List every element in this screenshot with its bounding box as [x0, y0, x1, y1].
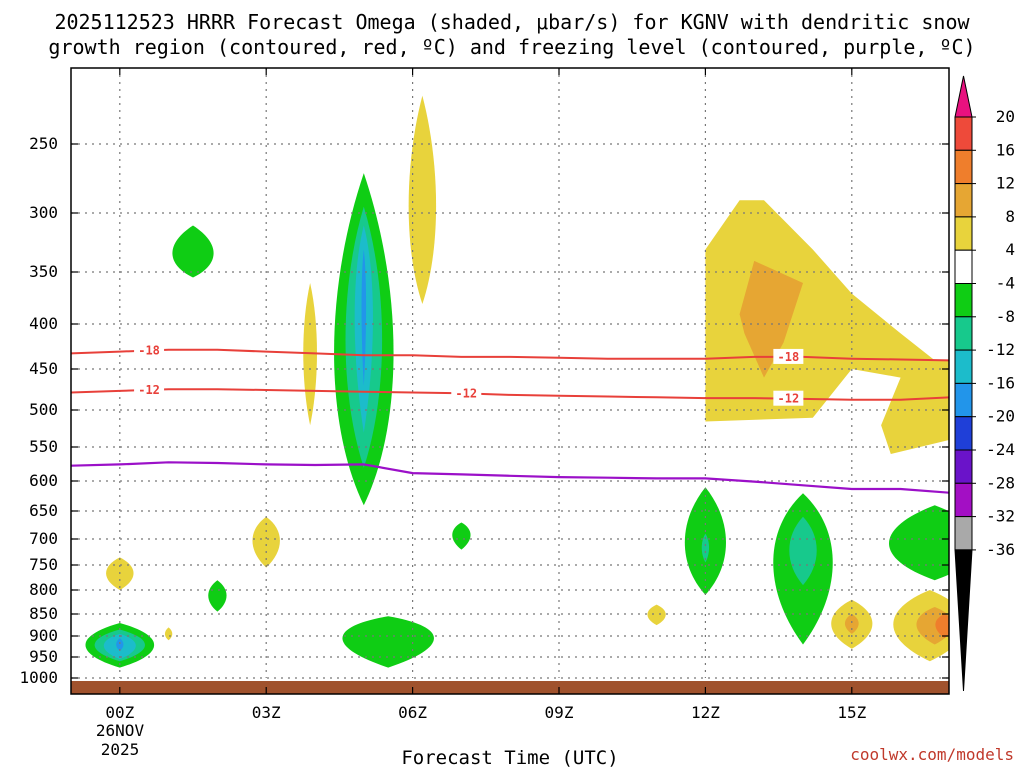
ground-strip: [71, 681, 949, 694]
colorbar-label: 16: [996, 140, 1015, 159]
contour-label: -18: [138, 344, 160, 358]
x-tick-label: 09Z: [545, 703, 574, 722]
colorbar-swatch: [954, 316, 973, 351]
colorbar-label: -20: [986, 407, 1015, 426]
omega-polygon: [705, 200, 949, 454]
colorbar-label: -8: [996, 307, 1015, 326]
y-tick-label: 400: [29, 314, 58, 333]
colorbar-label: -4: [996, 274, 1015, 293]
colorbar-swatch: [954, 183, 973, 218]
y-tick-label: 600: [29, 471, 58, 490]
colorbar-swatch: [954, 75, 973, 118]
omega-region: [252, 516, 280, 568]
contour-label-background: [773, 348, 804, 364]
omega-polygon: [739, 260, 803, 378]
colorbar-label: -32: [986, 507, 1015, 526]
date-label-day: 26NOV: [96, 721, 145, 740]
contour-label: -12: [455, 386, 477, 400]
omega-region: [844, 614, 859, 634]
plot-clip-group: -18 -18 -12 -12 -12: [71, 68, 949, 679]
colorbar-swatch: [954, 549, 973, 692]
omega-region: [164, 627, 173, 641]
omega-region: [701, 533, 710, 563]
colorbar: 20 16 12 8 4 -4 -8 -12 -16 -20 -24 -28 -32 -36: [954, 75, 1015, 692]
colorbar-label: 12: [996, 174, 1015, 193]
colorbar-swatch: [954, 149, 973, 185]
y-tick-label: 950: [29, 647, 58, 666]
y-tick-label: 800: [29, 580, 58, 599]
contour-label-background: [451, 385, 482, 401]
x-tick-label: 00Z: [105, 703, 134, 722]
omega-region: [408, 95, 437, 305]
y-tick-label: 500: [29, 400, 58, 419]
omega-region: [935, 614, 949, 639]
colorbar-swatch: [954, 449, 973, 484]
omega-region: [647, 604, 666, 626]
x-tick-label: 06Z: [398, 703, 427, 722]
y-tick-label: 700: [29, 529, 58, 548]
colorbar-label: 4: [1005, 240, 1015, 259]
y-tick-label: 300: [29, 203, 58, 222]
contour-label: -12: [138, 383, 160, 397]
colorbar-swatch: [954, 349, 973, 384]
y-tick-label: 450: [29, 359, 58, 378]
omega-region: [116, 638, 124, 651]
x-tick-label: 03Z: [252, 703, 281, 722]
y-tick-label: 850: [29, 604, 58, 623]
contour-label-background: [134, 342, 165, 358]
colorbar-swatch: [954, 516, 973, 551]
colorbar-swatch: [954, 116, 973, 151]
colorbar-label: -16: [986, 373, 1015, 392]
colorbar-label: -28: [986, 473, 1015, 492]
colorbar-swatch: [954, 482, 973, 518]
x-tick-label: 15Z: [837, 703, 866, 722]
colorbar-label: -12: [986, 340, 1015, 359]
colorbar-label: 8: [1005, 207, 1015, 226]
colorbar-label: 20: [996, 107, 1015, 126]
y-tick-label: 650: [29, 501, 58, 520]
colorbar-label: -24: [986, 440, 1015, 459]
omega-region: [452, 522, 471, 550]
colorbar-swatch: [954, 249, 973, 284]
x-axis-label: Forecast Time (UTC): [401, 747, 618, 768]
chart-title-line-2: growth region (contoured, red, ºC) and f…: [48, 35, 975, 59]
chart-title-line-1: 2025112523 HRRR Forecast Omega (shaded, …: [54, 10, 970, 34]
contour-label-background: [134, 381, 165, 397]
colorbar-swatch: [954, 416, 973, 451]
colorbar-swatch: [954, 382, 973, 418]
omega-region: [361, 249, 367, 386]
plot-area: -18 -18 -12 -12 -12: [71, 68, 949, 694]
contour-label: -12: [778, 392, 800, 406]
y-tick-label: 550: [29, 437, 58, 456]
credit-link[interactable]: coolwx.com/models: [850, 745, 1014, 764]
axes: 250 300 350 400 450 500 550 600 650 700 750 800 850 9…: [19, 67, 950, 722]
y-tick-label: 1000: [19, 668, 58, 687]
date-label-year: 2025: [101, 740, 140, 759]
plot-frame: [70, 67, 950, 695]
freezing-level-line: [71, 461, 949, 494]
colorbar-label: -36: [986, 540, 1015, 559]
omega-region: [789, 516, 817, 586]
omega-region: [172, 225, 214, 278]
contour-label-background: [773, 390, 804, 406]
colorbar-swatch: [954, 216, 973, 251]
y-tick-label: 250: [29, 134, 58, 153]
y-tick-label: 900: [29, 626, 58, 645]
contour-label: -18: [778, 350, 800, 364]
omega-region: [342, 616, 434, 668]
omega-region: [889, 505, 949, 581]
colorbar-swatch: [954, 283, 973, 318]
y-tick-label: 750: [29, 555, 58, 574]
omega-region: [208, 580, 227, 612]
y-tick-label: 350: [29, 262, 58, 281]
x-tick-label: 12Z: [691, 703, 720, 722]
